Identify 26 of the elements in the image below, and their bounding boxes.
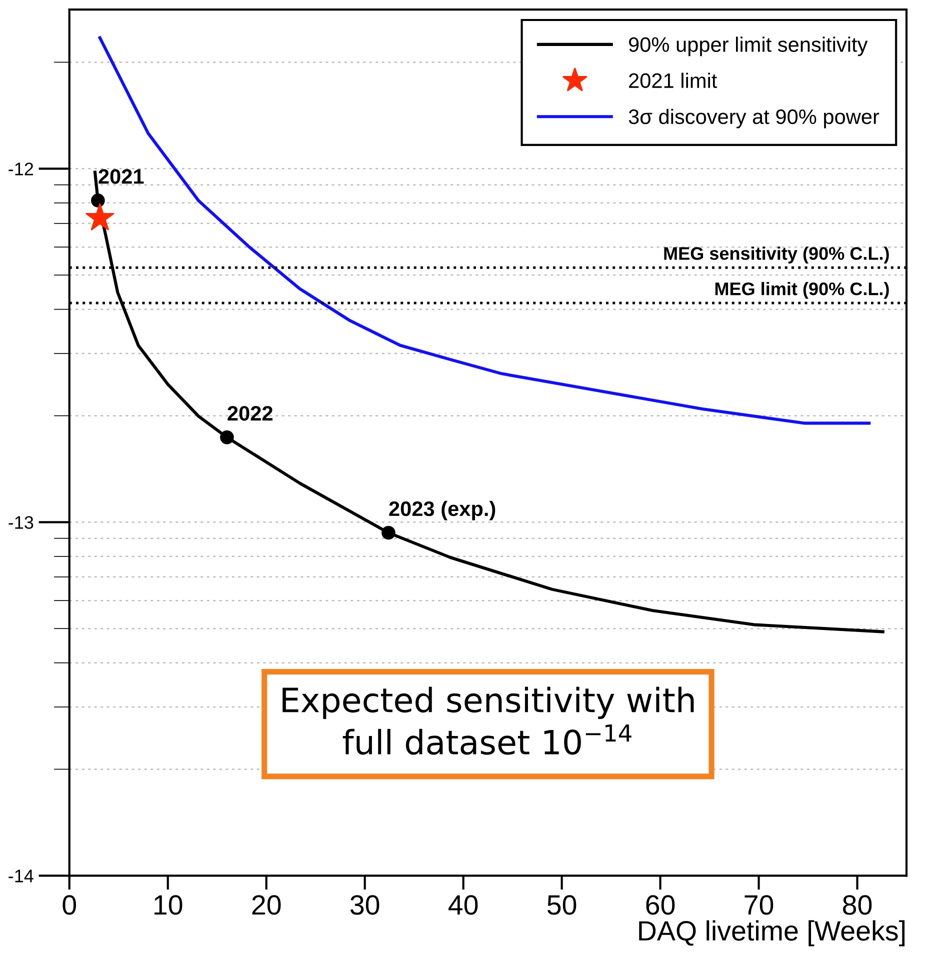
annotation: 2021 [98,169,144,184]
x-tick-label: 70 [744,895,774,915]
x-tick-label: 60 [646,895,675,915]
x-tick-label: 20 [252,895,281,915]
x-tick-label: 50 [547,895,576,915]
annotation: Expected sensitivity with full dataset 10$^{−14}$ [282,686,694,755]
point [220,430,234,444]
legend-label: 2021 limit [629,72,718,88]
legend-label: 3σ discovery at 90% power [628,108,880,128]
y-tick-label: -12 [8,162,34,176]
x-tick-label: 80 [843,895,872,915]
y-tick-label: -14 [8,870,34,882]
legend-label: 90% upper limit sensitivity [629,36,868,56]
x-tick-label: 30 [350,895,380,915]
y-tick-label: -13 [8,516,34,529]
x-tick-label: 10 [154,895,182,915]
ref-line-label: MEG sensitivity (90% C.L.) [664,246,889,264]
annotation: 2022 [228,406,272,421]
ref-line-label: MEG limit (90% C.L.) [715,282,889,299]
point [382,526,396,540]
x-tick-label: 40 [448,895,478,915]
x-axis-title: DAQ livetime [Weeks] [639,920,905,946]
annotation: 2023 (exp.) [389,500,496,520]
point [91,194,105,208]
point [86,203,114,230]
x-tick-label: 0 [62,895,76,915]
